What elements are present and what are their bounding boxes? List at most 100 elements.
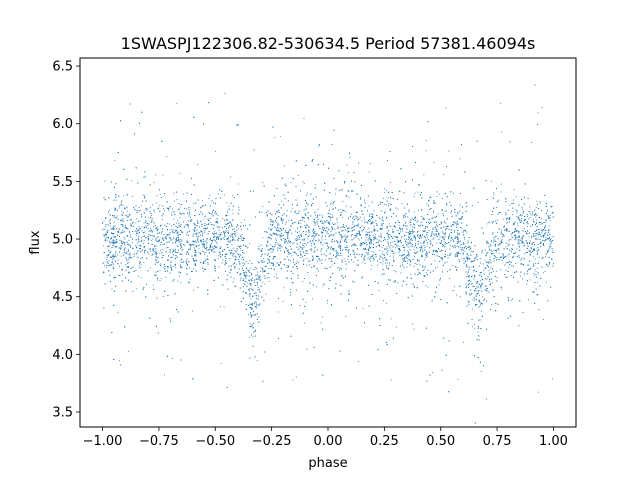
- scatter-point: [231, 202, 232, 204]
- scatter-point: [247, 282, 249, 284]
- scatter-point: [228, 265, 230, 267]
- scatter-point: [365, 234, 367, 236]
- scatter-point: [114, 159, 116, 161]
- scatter-point: [190, 244, 192, 246]
- scatter-point: [534, 213, 536, 215]
- scatter-point: [175, 267, 177, 269]
- scatter-point: [150, 221, 152, 223]
- scatter-point: [345, 315, 347, 317]
- scatter-point: [116, 245, 118, 247]
- scatter-point: [372, 235, 374, 237]
- scatter-point: [309, 235, 311, 236]
- scatter-point: [291, 282, 293, 284]
- scatter-point: [143, 222, 145, 224]
- scatter-point: [404, 238, 406, 240]
- scatter-point: [192, 241, 194, 243]
- scatter-point: [281, 219, 283, 221]
- scatter-point: [441, 236, 443, 238]
- scatter-point: [453, 247, 455, 249]
- scatter-point: [130, 257, 132, 259]
- scatter-point: [179, 172, 181, 174]
- scatter-point: [114, 255, 116, 257]
- scatter-point: [483, 300, 485, 301]
- scatter-point: [115, 236, 117, 238]
- scatter-point: [331, 222, 333, 224]
- scatter-point: [231, 243, 233, 245]
- scatter-point: [348, 172, 350, 174]
- scatter-point: [232, 253, 234, 255]
- scatter-point: [356, 216, 358, 218]
- scatter-point: [286, 265, 288, 266]
- scatter-point: [521, 239, 523, 241]
- scatter-point: [274, 137, 276, 139]
- scatter-point: [126, 210, 128, 212]
- scatter-point: [381, 222, 383, 224]
- scatter-point: [143, 239, 145, 241]
- scatter-point: [303, 258, 305, 260]
- scatter-point: [359, 254, 360, 256]
- scatter-point: [425, 272, 427, 274]
- scatter-point: [169, 229, 171, 231]
- scatter-point: [432, 210, 434, 212]
- scatter-point: [331, 264, 333, 266]
- scatter-point: [268, 281, 270, 282]
- scatter-point: [451, 215, 453, 217]
- scatter-point: [117, 311, 119, 313]
- scatter-point: [228, 232, 230, 234]
- scatter-point: [540, 241, 542, 243]
- scatter-point: [515, 209, 517, 211]
- scatter-point: [207, 261, 209, 263]
- scatter-point: [174, 248, 176, 250]
- scatter-point: [142, 236, 144, 238]
- scatter-point: [180, 261, 182, 263]
- scatter-point: [381, 224, 383, 225]
- scatter-point: [268, 268, 270, 269]
- scatter-point: [263, 231, 265, 233]
- scatter-point: [288, 220, 290, 222]
- scatter-point: [291, 255, 293, 257]
- scatter-point: [419, 235, 421, 237]
- scatter-point: [474, 328, 476, 330]
- scatter-point: [302, 181, 304, 183]
- scatter-point: [276, 221, 277, 223]
- scatter-point: [106, 259, 108, 260]
- scatter-point: [462, 247, 464, 249]
- scatter-point: [175, 222, 177, 224]
- scatter-point: [201, 200, 203, 202]
- scatter-point: [490, 282, 492, 284]
- scatter-point: [279, 135, 281, 137]
- scatter-point: [277, 250, 279, 251]
- scatter-point: [539, 201, 541, 202]
- scatter-point: [217, 193, 219, 195]
- scatter-point: [463, 259, 465, 261]
- scatter-point: [243, 272, 244, 274]
- scatter-point: [171, 211, 173, 213]
- scatter-point: [402, 247, 404, 248]
- scatter-point: [427, 237, 428, 239]
- scatter-point: [226, 238, 228, 240]
- scatter-point: [417, 232, 419, 234]
- scatter-point: [225, 270, 227, 272]
- scatter-point: [491, 251, 493, 253]
- scatter-point: [392, 231, 393, 233]
- scatter-point: [436, 252, 438, 254]
- scatter-point: [536, 281, 538, 283]
- scatter-point: [543, 236, 544, 238]
- scatter-point: [484, 249, 486, 251]
- scatter-point: [470, 250, 472, 252]
- scatter-point: [401, 228, 403, 230]
- scatter-point: [427, 286, 429, 288]
- scatter-point: [330, 231, 332, 232]
- scatter-point: [322, 214, 324, 216]
- scatter-point: [151, 229, 152, 231]
- scatter-point: [306, 348, 308, 350]
- scatter-point: [382, 250, 384, 252]
- scatter-point: [262, 205, 264, 207]
- scatter-point: [315, 184, 317, 186]
- scatter-point: [218, 255, 219, 257]
- scatter-point: [211, 224, 213, 225]
- scatter-point: [303, 221, 305, 223]
- scatter-point: [129, 234, 131, 236]
- scatter-point: [213, 239, 215, 241]
- scatter-point: [124, 238, 126, 240]
